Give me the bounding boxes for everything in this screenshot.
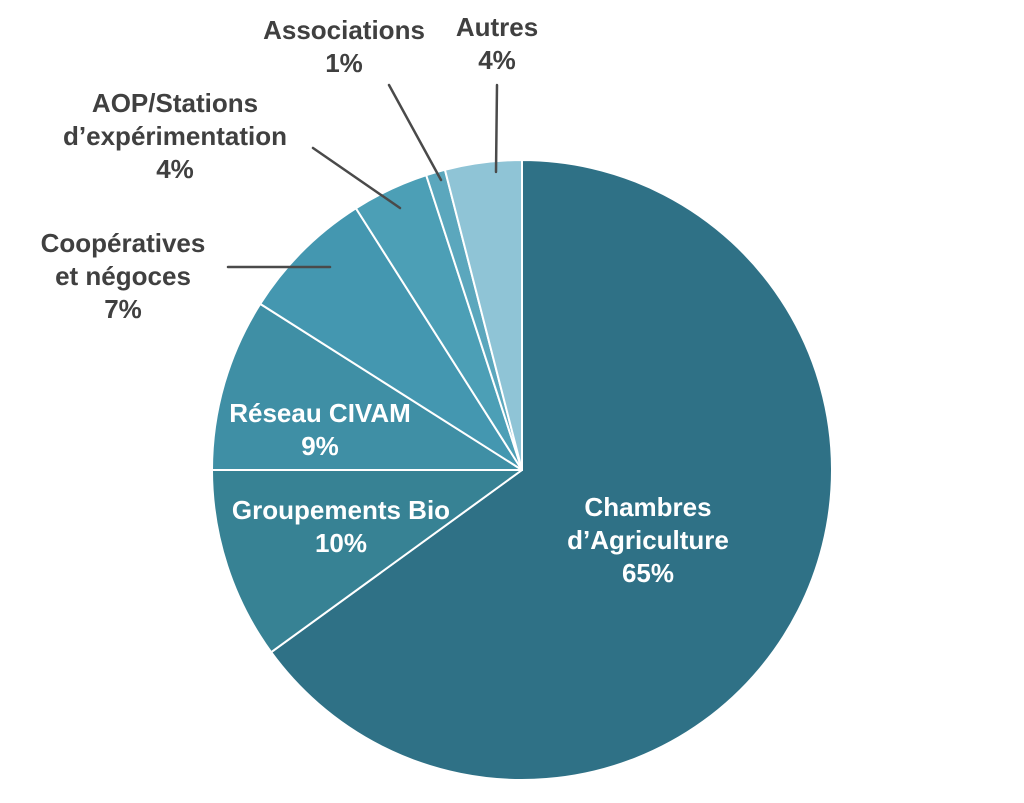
label-associations: Associations 1%: [234, 14, 454, 80]
label-aop: AOP/Stations d’expérimentation 4%: [45, 87, 305, 186]
label-cooperatives-pct: 7%: [104, 294, 142, 324]
leader-line-associations: [387, 83, 443, 182]
label-autres: Autres 4%: [427, 11, 567, 77]
label-chambres-line2: d’Agriculture: [567, 525, 729, 555]
label-groupements-bio-pct: 10%: [314, 528, 368, 558]
leader-line-autres: [494, 83, 499, 174]
label-cooperatives-line1: Coopératives: [40, 228, 206, 258]
label-reseau-civam: Réseau CIVAM 9%: [200, 397, 440, 463]
leader-lines: [226, 83, 499, 269]
pie-slice-1: [211, 469, 523, 654]
label-autres-name: Autres: [455, 12, 539, 42]
label-chambres: Chambres d’Agriculture 65%: [518, 491, 778, 590]
label-chambres-pct: 65%: [621, 558, 675, 588]
label-reseau-civam-pct: 9%: [301, 431, 339, 461]
pie-slice-0: [270, 159, 833, 781]
label-aop-pct: 4%: [156, 154, 194, 184]
leader-line-aop: [311, 146, 402, 210]
label-groupements-bio-name: Groupements Bio: [231, 495, 451, 525]
label-autres-pct: 4%: [478, 45, 516, 75]
label-aop-line2: d’expérimentation: [63, 121, 287, 151]
label-groupements-bio: Groupements Bio 10%: [201, 494, 481, 560]
label-cooperatives: Coopératives et négoces 7%: [8, 227, 238, 326]
label-associations-pct: 1%: [325, 48, 363, 78]
pie-slice-2: [211, 302, 523, 471]
label-cooperatives-line2: et négoces: [55, 261, 191, 291]
pie-slice-6: [443, 159, 523, 471]
label-aop-line1: AOP/Stations: [91, 88, 259, 118]
pie-slice-3: [259, 207, 523, 471]
label-chambres-line1: Chambres: [584, 492, 712, 522]
label-reseau-civam-name: Réseau CIVAM: [229, 398, 411, 428]
label-associations-name: Associations: [263, 15, 425, 45]
pie-slices: [211, 159, 833, 781]
